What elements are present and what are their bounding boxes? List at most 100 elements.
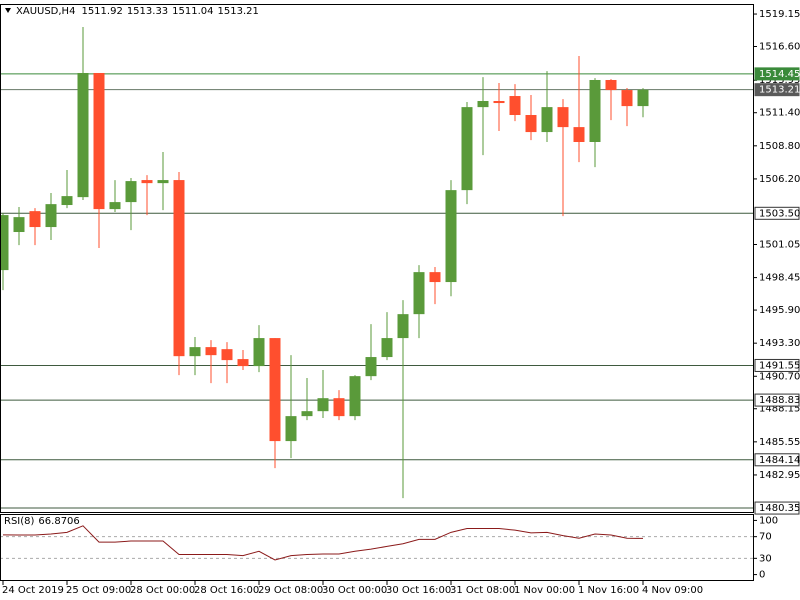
candle-body (301, 411, 313, 417)
level-label-box (754, 453, 800, 467)
level-label: 1484.14 (759, 455, 800, 466)
price-panel-frame (0, 4, 754, 513)
y-tick-label: 0 (759, 570, 765, 581)
candle-body (109, 202, 121, 210)
plot-layer (0, 13, 757, 585)
candle-body (381, 338, 393, 358)
candle-body (173, 180, 185, 357)
y-tick-label: 1495.90 (759, 305, 800, 316)
header-high: 1513.33 (127, 6, 168, 17)
level-label-box (754, 501, 800, 515)
candle-body (365, 357, 377, 377)
candle-body (333, 398, 345, 417)
level-label: 1488.83 (759, 395, 800, 406)
candle-body (253, 338, 265, 367)
rsi-header: RSI(8) 66.8706 (4, 516, 80, 527)
y-tick-label: 1482.95 (759, 470, 800, 481)
level-label: 1514.45 (759, 69, 800, 80)
price-header: XAUUSD,H4 1511.92 1513.33 1511.04 1513.21 (16, 6, 259, 17)
header-low: 1511.04 (172, 6, 213, 17)
x-tick-label: 4 Nov 09:00 (642, 585, 703, 596)
rsi-current: 66.8706 (38, 516, 79, 527)
candle-body (29, 211, 41, 228)
candle-body (637, 89, 649, 107)
level-label: 1491.55 (759, 360, 800, 371)
header-close: 1513.21 (218, 6, 259, 17)
candle-body (445, 190, 457, 283)
rsi-title: RSI(8) (4, 516, 35, 527)
level-label: 1480.35 (759, 503, 800, 514)
y-tick-label: 1511.40 (759, 108, 800, 119)
candle-body (493, 101, 505, 104)
x-tick-label: 28 Oct 00:00 (130, 585, 195, 596)
candle-body (93, 72, 105, 210)
candle-body (429, 272, 441, 283)
y-tick-label: 30 (759, 553, 772, 564)
label-layer: 1519.15 1516.60 1513.95 1511.40 1508.80 1506.… (2, 9, 800, 596)
y-tick-label: 1513.95 (759, 75, 800, 86)
candle-body (397, 314, 409, 339)
candle-body (605, 79, 617, 91)
level-label: 1513.21 (759, 85, 800, 96)
level-label-box (754, 206, 800, 220)
x-tick-label: 30 Oct 00:00 (322, 585, 387, 596)
menu-arrow[interactable] (5, 8, 11, 13)
candle-body (413, 272, 425, 315)
candle-body (189, 347, 201, 357)
x-tick-label: 29 Oct 08:00 (258, 585, 323, 596)
candle-body (77, 72, 89, 198)
rsi-panel-frame (0, 514, 754, 581)
candle-body (509, 96, 521, 116)
candle-body (237, 359, 249, 367)
rsi-line (2, 525, 644, 561)
candle-body (125, 181, 137, 203)
x-tick-label: 1 Nov 00:00 (514, 585, 575, 596)
candle-body (317, 398, 329, 412)
candle-body (141, 180, 153, 184)
candle-body (205, 347, 217, 356)
y-tick-label: 1501.05 (759, 239, 800, 250)
candle-body (557, 107, 569, 128)
y-tick-label: 1493.30 (759, 338, 800, 349)
level-label-box (754, 67, 800, 81)
candle-body (525, 115, 537, 133)
candle-body (285, 416, 297, 442)
candle-body (461, 107, 473, 191)
candle-body (349, 376, 361, 417)
y-tick-label: 1506.20 (759, 174, 800, 185)
level-label: 1503.50 (759, 208, 800, 219)
candle-body (221, 349, 233, 361)
candle-body (45, 204, 57, 228)
y-tick-label: 1488.15 (759, 404, 800, 415)
candle-body (269, 338, 281, 442)
candle-body (61, 196, 73, 206)
y-tick-label: 1516.60 (759, 42, 800, 53)
y-tick-label: 1490.70 (759, 371, 800, 382)
x-tick-label: 1 Nov 16:00 (578, 585, 639, 596)
x-tick-label: 31 Oct 08:00 (450, 585, 515, 596)
x-tick-label: 30 Oct 16:00 (386, 585, 451, 596)
candle-body (621, 90, 633, 107)
candle-body (157, 180, 169, 184)
y-tick-label: 1485.55 (759, 437, 800, 448)
candle-body (541, 107, 553, 133)
candle-body (573, 127, 585, 142)
x-tick-label: 28 Oct 16:00 (194, 585, 259, 596)
x-tick-label: 24 Oct 2019 (2, 585, 64, 596)
level-label-box (754, 393, 800, 407)
x-tick-label: 25 Oct 09:00 (66, 585, 131, 596)
symbol-title: XAUUSD,H4 (16, 6, 75, 17)
y-tick-label: 1519.15 (759, 9, 800, 20)
candle-body (477, 101, 489, 108)
candle-body (0, 215, 9, 271)
level-label-box (754, 83, 800, 97)
level-label-box (754, 358, 800, 372)
candle-body (589, 79, 601, 142)
candle-body (13, 217, 25, 233)
y-tick-label: 100 (759, 515, 778, 526)
y-tick-label: 1508.80 (759, 141, 800, 152)
header-open: 1511.92 (81, 6, 122, 17)
